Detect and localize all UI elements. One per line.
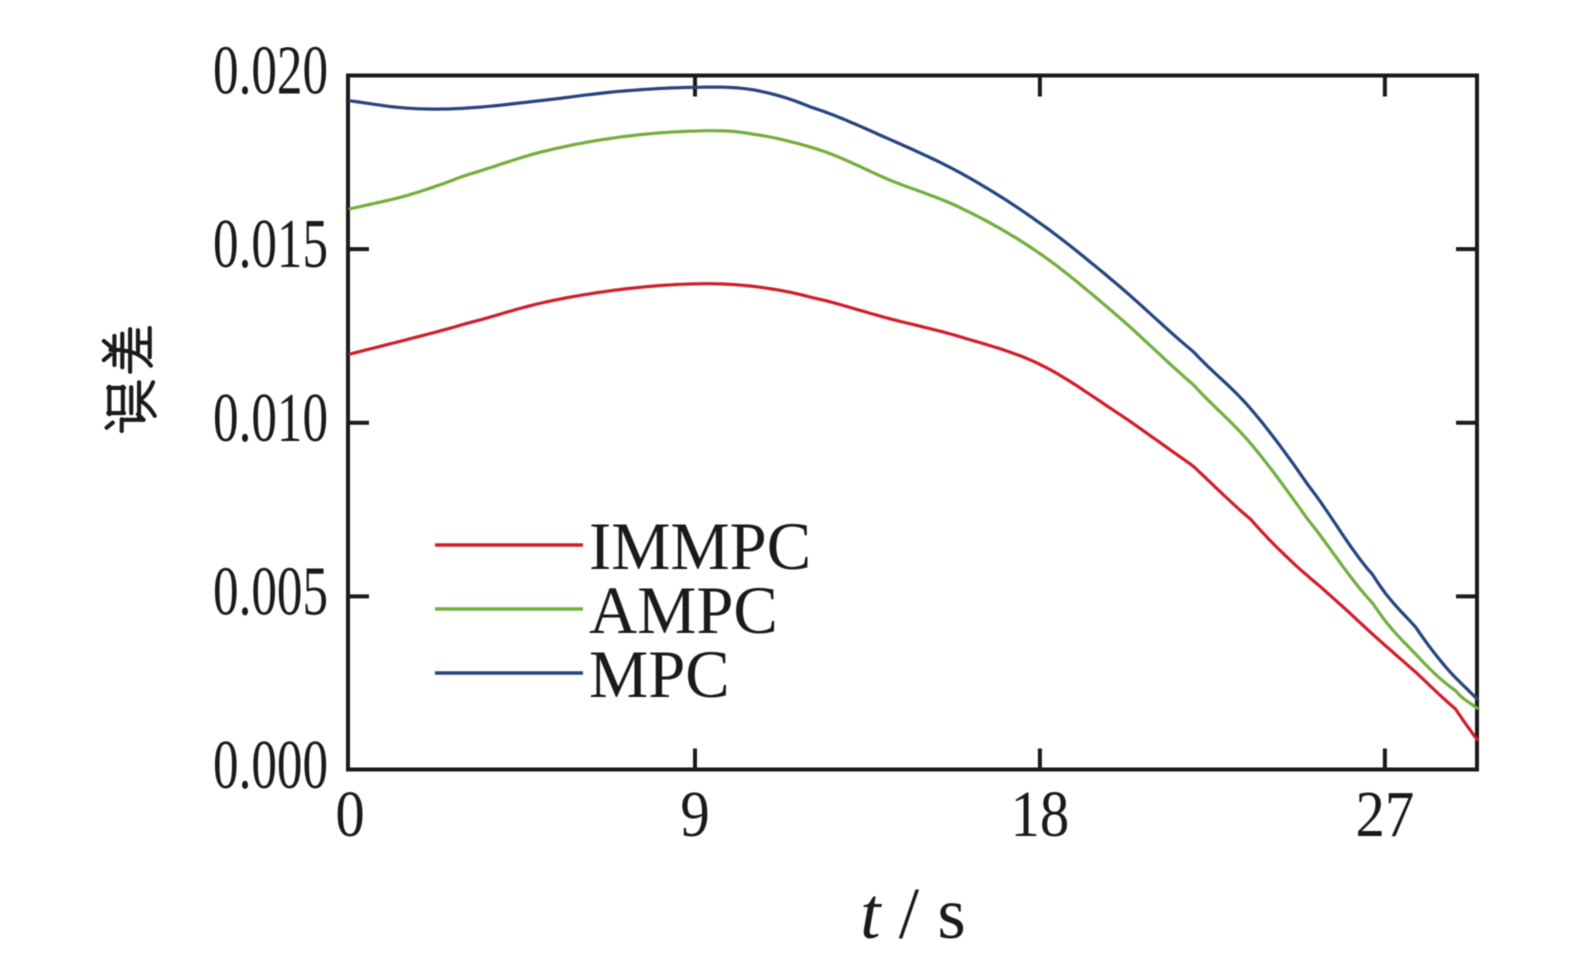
svg-text:9: 9 <box>680 777 709 851</box>
svg-text:0.000: 0.000 <box>213 726 328 804</box>
svg-text:0.015: 0.015 <box>213 205 328 283</box>
svg-text:18: 18 <box>1011 777 1070 851</box>
svg-text:0.010: 0.010 <box>213 379 328 457</box>
svg-text:0: 0 <box>335 777 364 851</box>
svg-text:t / s: t / s <box>860 873 966 954</box>
svg-text:0.005: 0.005 <box>213 553 328 631</box>
svg-text:AMPC: AMPC <box>589 572 778 648</box>
svg-text:0.020: 0.020 <box>213 32 328 110</box>
svg-text:IMMPC: IMMPC <box>589 508 811 584</box>
svg-text:MPC: MPC <box>589 636 730 712</box>
svg-text:27: 27 <box>1356 777 1415 851</box>
